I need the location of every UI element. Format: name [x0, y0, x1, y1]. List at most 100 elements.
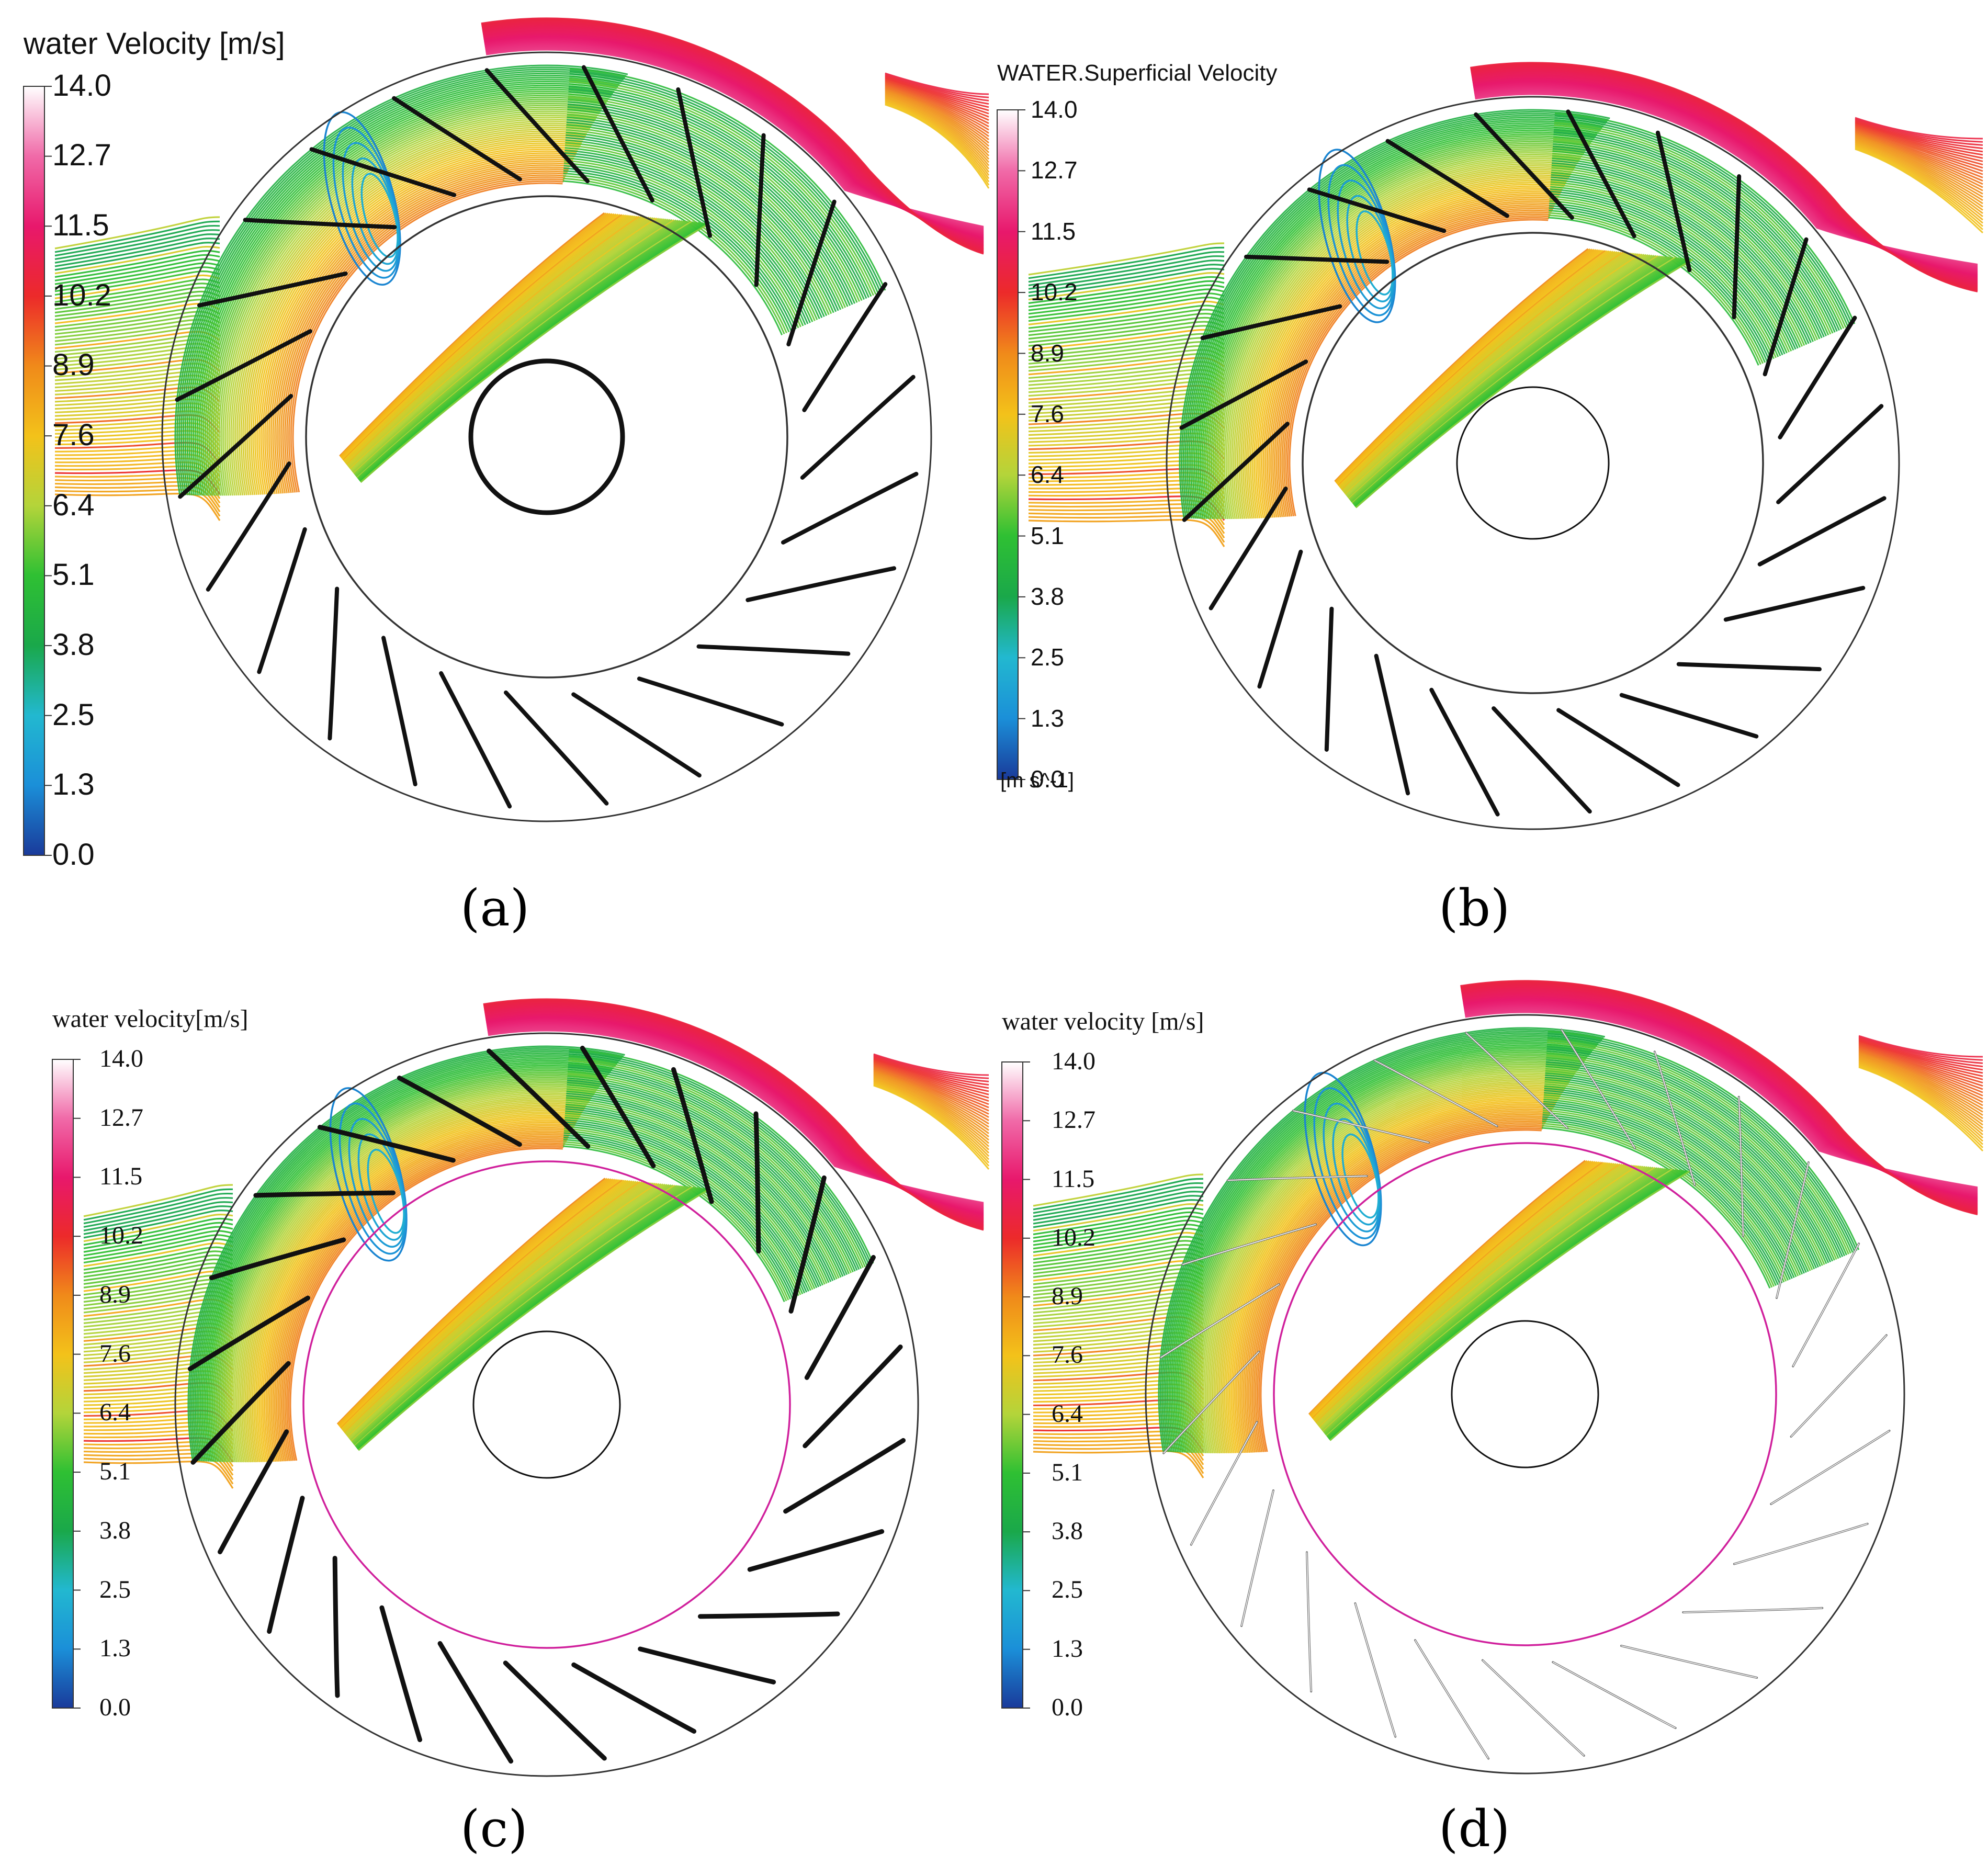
- runner-blade: [1566, 109, 1636, 239]
- panel-a: water Velocity [m/s] (a) 14.0 12.7 11.5 10.…: [0, 0, 994, 937]
- runner-blade: [676, 87, 712, 238]
- runner-blade-inner: [1415, 1640, 1489, 1759]
- runner-geometry-d: [1145, 1014, 1905, 1774]
- runner-outer-circle: [174, 1032, 919, 1777]
- runner-inner-circle: [302, 1160, 791, 1649]
- legend-colorbar: [23, 86, 45, 856]
- runner-blade: [379, 1605, 423, 1743]
- runner-blade: [190, 1361, 291, 1465]
- runner-blade: [1385, 139, 1509, 218]
- runner-blade-inner: [1791, 1335, 1887, 1437]
- runner-blade: [381, 636, 417, 787]
- runner-blade: [257, 527, 307, 674]
- legend-tick-label: 5.1: [1052, 1458, 1083, 1486]
- shaft-circle: [472, 1330, 621, 1479]
- runner-blade: [1732, 174, 1742, 320]
- legend-tick-label: 14.0: [52, 68, 111, 103]
- runner-blade: [309, 147, 457, 197]
- runner-blade: [1474, 112, 1574, 220]
- runner-outer-circle: [1166, 96, 1900, 830]
- runner-blade: [1778, 315, 1857, 439]
- runner-outer-circle: [161, 51, 932, 822]
- legend-tick-label: 6.4: [1052, 1399, 1083, 1428]
- runner-blade: [317, 1125, 456, 1163]
- runner-blade: [571, 692, 702, 778]
- runner-blade: [1182, 422, 1290, 522]
- runner-blade: [1208, 487, 1288, 611]
- runner-blade-inner: [1552, 1661, 1676, 1728]
- runner-blade: [802, 282, 888, 412]
- panel-b: WATER.Superficial Velocity [m s^-1] (b) …: [994, 0, 1988, 937]
- legend-tick-label: 11.5: [99, 1162, 143, 1191]
- runner-blade: [788, 1175, 827, 1314]
- streamlines-c: [83, 998, 990, 1489]
- runner-blade-inner: [1654, 1052, 1696, 1185]
- runner-blade-inner: [1776, 1162, 1809, 1298]
- runner-blade: [1492, 706, 1592, 814]
- shaft-circle: [468, 358, 625, 515]
- legend-tick-label: 5.1: [52, 558, 95, 592]
- panel-c: water velocity[m/s] (c) 14.0 12.7 11.5 10.2…: [0, 934, 994, 1865]
- legend-tick-label: 11.5: [1031, 217, 1076, 245]
- caption-d: (d): [1439, 1800, 1510, 1858]
- runner-blade: [178, 394, 293, 499]
- runner-geometry-c: [174, 1032, 919, 1777]
- legend-title-d: water velocity [m/s]: [1002, 1008, 1204, 1035]
- legend-tick-label: 1.3: [99, 1634, 131, 1663]
- runner-blade: [1763, 237, 1809, 377]
- runner-blade: [637, 676, 784, 727]
- shaft-circle: [1451, 1320, 1599, 1468]
- runner-blade: [580, 1045, 656, 1168]
- runner-blade: [783, 1438, 906, 1514]
- legend-colorbar: [52, 1059, 74, 1709]
- runner-blade-inner: [1354, 1603, 1396, 1737]
- legend-tick-label: 8.9: [1052, 1282, 1083, 1310]
- runner-blade-inner: [1374, 1060, 1498, 1127]
- legend-title-a: water Velocity [m/s]: [24, 27, 285, 61]
- runner-blade: [332, 1555, 340, 1698]
- runner-blade: [753, 1111, 761, 1254]
- legend-tick-label: 5.1: [1031, 522, 1064, 549]
- runner-blade-inner: [1163, 1351, 1259, 1454]
- legend-tick-label: 6.4: [52, 488, 95, 522]
- runner-blade: [1324, 606, 1334, 752]
- legend-tick-label: 8.9: [99, 1280, 131, 1308]
- legend-tick-label: 2.5: [52, 697, 95, 732]
- runner-blade: [503, 1660, 607, 1761]
- runner-blade: [1676, 662, 1822, 672]
- legend-tick-label: 6.4: [99, 1398, 131, 1427]
- runner-blade: [804, 1254, 876, 1380]
- runner-blade: [746, 566, 897, 602]
- legend-tick-label: 1.3: [1052, 1634, 1083, 1663]
- runner-blade-inner: [1770, 1430, 1890, 1505]
- runner-blade: [697, 1611, 840, 1619]
- runner-blade: [1244, 254, 1390, 264]
- legend-tick-label: 2.5: [1031, 643, 1064, 671]
- legend-title-b: WATER.Superficial Velocity: [997, 60, 1278, 86]
- legend-tick-label: 5.1: [99, 1457, 131, 1486]
- runner-blade: [439, 671, 512, 809]
- streamlines-a: [54, 17, 990, 521]
- legend-tick-label: 0.0: [1031, 765, 1064, 793]
- runner-blade: [392, 96, 522, 182]
- caption-b: (b): [1439, 879, 1510, 937]
- runner-geometry-b: [1166, 96, 1900, 830]
- runner-blade-inner: [1734, 1523, 1868, 1565]
- legend-tick-label: 0.0: [99, 1693, 131, 1722]
- runner-blade: [803, 1344, 903, 1449]
- runner-blade: [1179, 359, 1308, 430]
- legend-tick-label: 1.3: [52, 767, 95, 802]
- runner-blade: [197, 272, 348, 308]
- runner-blade: [209, 1237, 346, 1281]
- runner-blade: [786, 199, 837, 347]
- runner-blade-inner: [1241, 1490, 1274, 1626]
- runner-blade: [1200, 304, 1342, 341]
- legend-tick-label: 10.2: [1052, 1223, 1095, 1251]
- legend-tick-label: 2.5: [99, 1575, 131, 1603]
- runner-blade: [581, 65, 654, 203]
- legend-colorbar: [997, 109, 1019, 780]
- caption-c: (c): [460, 1800, 528, 1858]
- runner-blade: [397, 1076, 522, 1147]
- legend-tick-label: 11.5: [1052, 1165, 1095, 1193]
